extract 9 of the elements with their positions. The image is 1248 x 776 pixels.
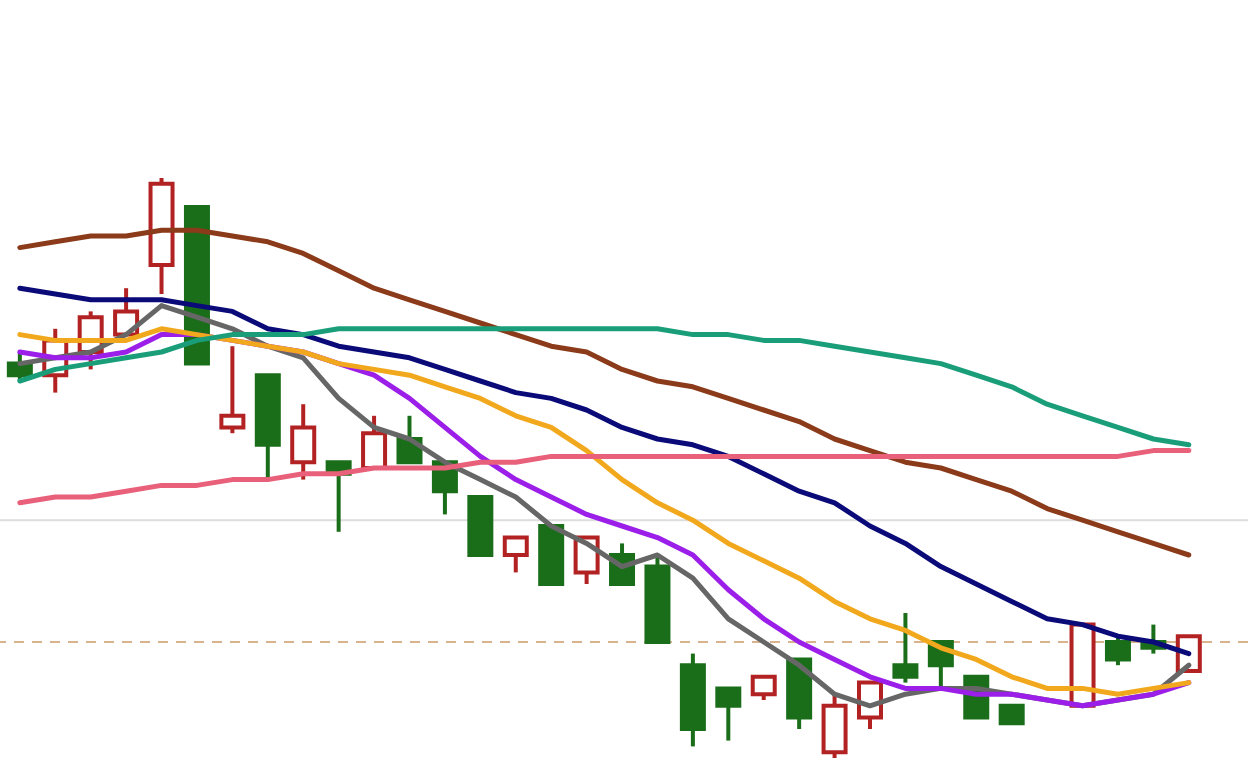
candlestick <box>361 413 388 470</box>
candlestick <box>821 692 848 760</box>
candlestick <box>750 674 777 702</box>
candlestick <box>219 344 246 436</box>
candlestick <box>1104 634 1131 668</box>
candlestick <box>290 402 317 482</box>
candlestick <box>892 611 919 685</box>
candlestick <box>502 535 529 575</box>
candlestick <box>715 686 742 743</box>
